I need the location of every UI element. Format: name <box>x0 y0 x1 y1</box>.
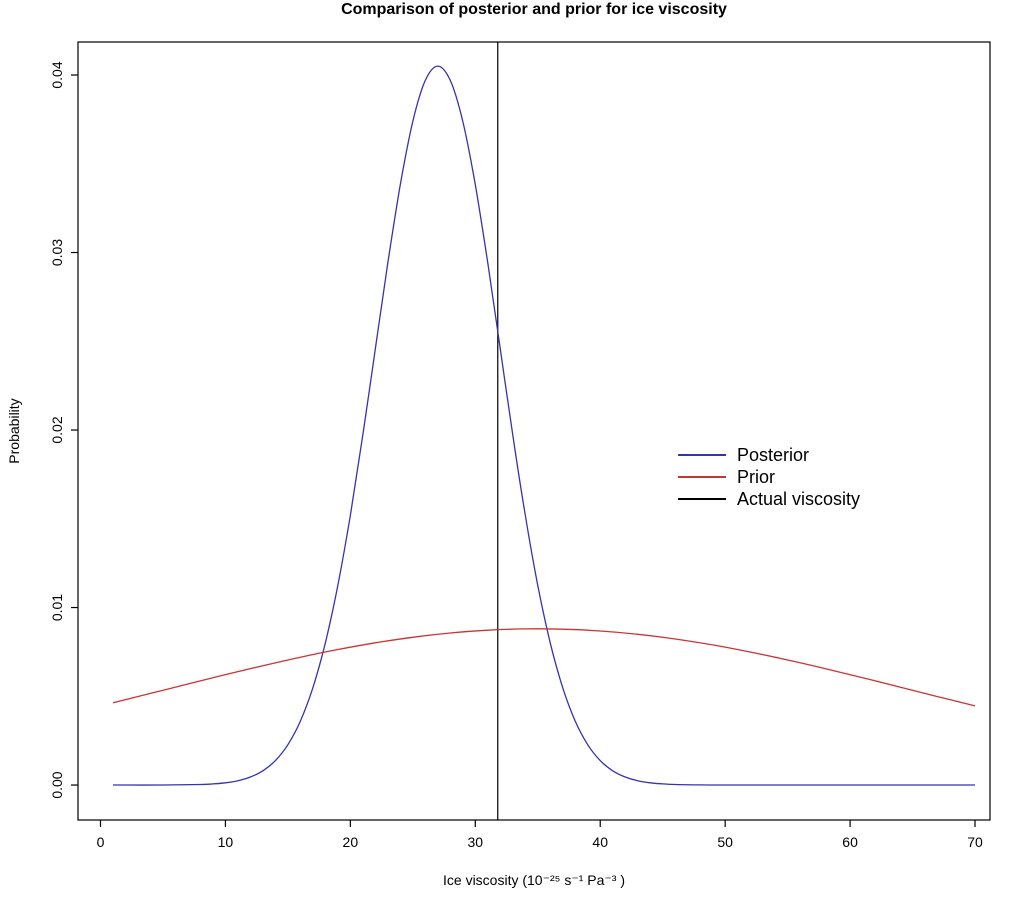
x-tick-label: 20 <box>343 834 359 850</box>
x-axis-label: Ice viscosity (10⁻²⁵ s⁻¹ Pa⁻³ ) <box>443 872 625 888</box>
prior-line-swatch <box>678 476 726 478</box>
x-tick-label: 70 <box>967 834 983 850</box>
y-axis-label: Probability <box>6 398 22 464</box>
legend-item-actual-viscosity: Actual viscosity <box>678 488 860 510</box>
x-tick-label: 0 <box>97 834 105 850</box>
legend-label-actual-viscosity: Actual viscosity <box>737 489 861 509</box>
actual-viscosity-line-swatch <box>678 498 726 500</box>
x-tick-label: 60 <box>842 834 858 850</box>
posterior-curve <box>112 65 975 786</box>
y-tick-label: 0.02 <box>49 416 65 443</box>
legend-item-prior: Prior <box>678 466 860 488</box>
x-tick-label: 30 <box>467 834 483 850</box>
y-tick-label: 0.00 <box>49 771 65 798</box>
legend-item-posterior: Posterior <box>678 444 860 466</box>
y-tick-label: 0.01 <box>49 594 65 621</box>
posterior-line-swatch <box>678 454 726 456</box>
legend-label-prior: Prior <box>737 467 776 487</box>
x-tick-label: 50 <box>717 834 733 850</box>
chart-title: Comparison of posterior and prior for ic… <box>341 1 727 18</box>
plot-border <box>77 41 991 821</box>
x-tick-label: 40 <box>592 834 608 850</box>
legend-label-posterior: Posterior <box>737 445 810 465</box>
y-tick-label: 0.03 <box>49 239 65 266</box>
prior-curve <box>112 628 976 707</box>
x-tick-label: 10 <box>218 834 234 850</box>
legend: Posterior Prior Actual viscosity <box>678 444 860 510</box>
y-tick-label: 0.04 <box>49 61 65 88</box>
